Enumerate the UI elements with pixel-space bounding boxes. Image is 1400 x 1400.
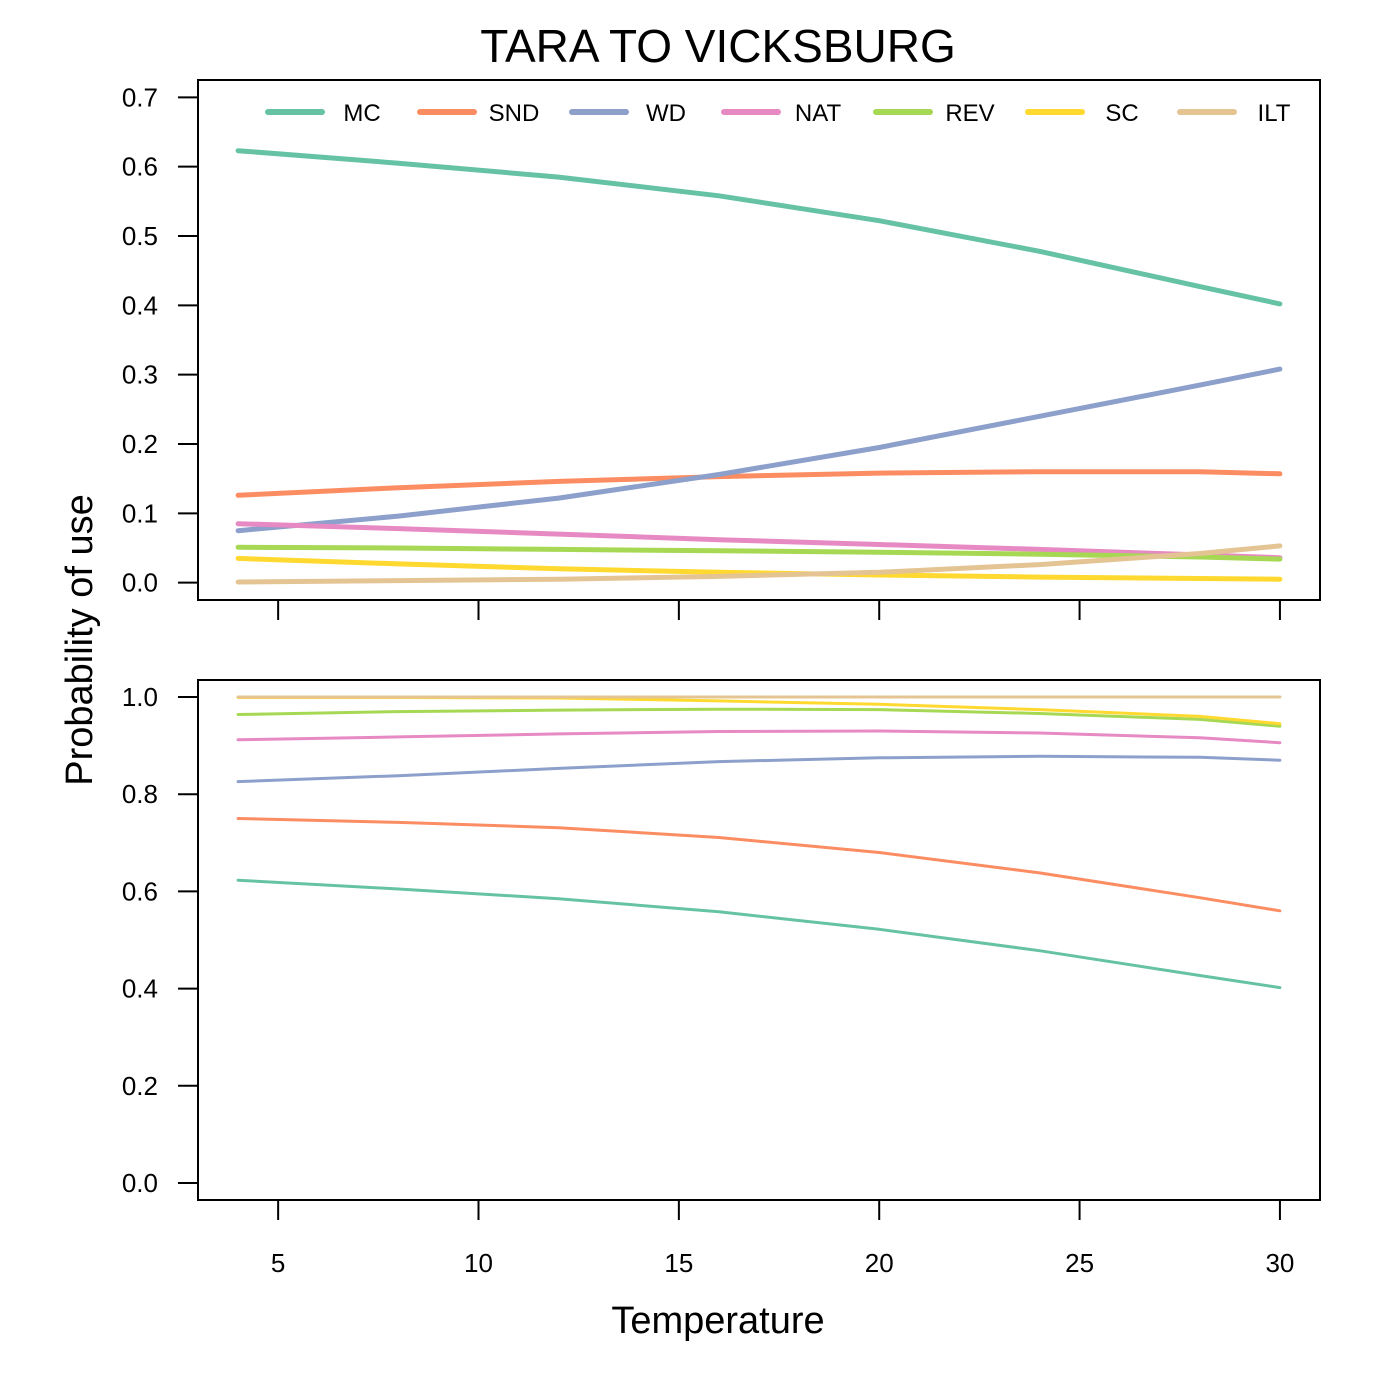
bottom-series-line-rev: [236, 707, 1282, 728]
top-axes: 0.0 0.1 0.2 0.3 0.4 0.5 0.6 0.7: [122, 82, 1281, 620]
bottom-panel: 0.0 0.2 0.4 0.6 0.8 1.0 5 10 15 20 25 30: [122, 679, 1321, 1278]
legend-label-sc: SC: [1105, 100, 1138, 127]
top-series-lines: [235, 148, 1283, 585]
bottom-x-tick-label: 15: [664, 1248, 693, 1278]
bottom-x-tick-label: 30: [1265, 1248, 1294, 1278]
bottom-series-line-wd: [236, 754, 1282, 784]
bottom-y-tick-label: 0.8: [122, 779, 158, 809]
bottom-x-tick-label: 20: [865, 1248, 894, 1278]
top-y-tick-label: 0.5: [122, 221, 158, 251]
bottom-axes: 0.0 0.2 0.4 0.6 0.8 1.0 5 10 15 20 25 30: [122, 682, 1295, 1278]
bottom-series-line-mc: [236, 878, 1282, 990]
bottom-y-tick-label: 0.4: [122, 974, 158, 1004]
bottom-x-tick-label: 25: [1065, 1248, 1094, 1278]
top-series-line-mc: [235, 148, 1283, 307]
top-y-tick-label: 0.0: [122, 568, 158, 598]
top-panel: 0.0 0.1 0.2 0.3 0.4 0.5 0.6 0.7 MC SND WD NAT REV SC…: [122, 79, 1321, 620]
x-axis-title: Temperature: [611, 1300, 824, 1342]
legend-label-mc: MC: [343, 100, 380, 127]
bottom-x-tick-label: 5: [271, 1248, 285, 1278]
top-series-line-wd: [235, 366, 1283, 534]
top-y-tick-label: 0.2: [122, 429, 158, 459]
bottom-plot-frame: [197, 679, 1321, 1201]
top-y-tick-label: 0.1: [122, 498, 158, 528]
legend-label-rev: REV: [945, 100, 994, 127]
legend-label-wd: WD: [646, 100, 686, 127]
bottom-series-line-snd: [236, 817, 1282, 913]
y-axis-title: Probability of use: [59, 494, 101, 786]
legend-label-nat: NAT: [795, 100, 842, 127]
bottom-series-lines: [236, 695, 1282, 990]
top-y-tick-label: 0.4: [122, 290, 158, 320]
top-plot-frame: [197, 79, 1321, 601]
bottom-y-tick-label: 0.6: [122, 876, 158, 906]
bottom-y-tick-label: 0.2: [122, 1071, 158, 1101]
top-y-tick-label: 0.7: [122, 82, 158, 112]
bottom-series-line-nat: [236, 729, 1282, 745]
bottom-y-tick-label: 0.0: [122, 1168, 158, 1198]
top-series-line-ilt: [235, 543, 1283, 585]
top-y-tick-label: 0.6: [122, 152, 158, 182]
chart-title: TARA TO VICKSBURG: [480, 20, 955, 72]
legend-label-ilt: ILT: [1258, 100, 1291, 127]
bottom-x-tick-label: 10: [464, 1248, 493, 1278]
top-y-tick-label: 0.3: [122, 360, 158, 390]
legend-label-snd: SND: [489, 100, 540, 127]
top-series-line-snd: [235, 469, 1283, 498]
bottom-y-tick-label: 1.0: [122, 682, 158, 712]
legend: MC SND WD NAT REV SC ILT: [265, 100, 1291, 127]
